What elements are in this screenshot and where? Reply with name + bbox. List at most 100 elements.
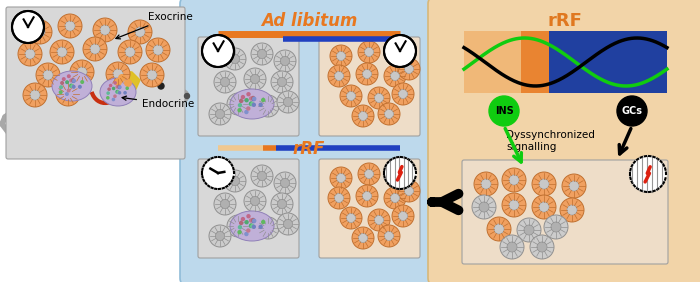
Circle shape [214, 71, 236, 93]
Circle shape [509, 175, 519, 185]
Circle shape [271, 193, 293, 215]
Circle shape [125, 47, 135, 57]
Circle shape [244, 220, 248, 224]
Polygon shape [110, 70, 140, 92]
Circle shape [337, 173, 346, 183]
Circle shape [123, 91, 127, 94]
Circle shape [363, 191, 372, 201]
Circle shape [230, 176, 239, 186]
Circle shape [340, 207, 362, 229]
Circle shape [244, 110, 248, 114]
Circle shape [252, 219, 256, 223]
Circle shape [277, 213, 299, 235]
Circle shape [244, 232, 248, 236]
Circle shape [118, 86, 121, 89]
Circle shape [100, 25, 110, 35]
Circle shape [374, 93, 384, 103]
Circle shape [249, 223, 253, 228]
Circle shape [384, 35, 416, 67]
Text: Dyssynchronized
signalling: Dyssynchronized signalling [506, 130, 595, 152]
Circle shape [237, 230, 241, 234]
Circle shape [59, 85, 63, 89]
Circle shape [487, 217, 511, 241]
Circle shape [365, 47, 374, 57]
Circle shape [479, 202, 489, 212]
Circle shape [251, 165, 273, 187]
Circle shape [113, 69, 123, 79]
Circle shape [108, 84, 113, 87]
FancyBboxPatch shape [198, 37, 299, 136]
Circle shape [481, 179, 491, 189]
Circle shape [274, 50, 296, 72]
Circle shape [365, 169, 374, 179]
Circle shape [398, 58, 420, 80]
Ellipse shape [230, 211, 274, 241]
Circle shape [227, 215, 249, 237]
Circle shape [36, 63, 60, 87]
Circle shape [261, 98, 265, 102]
Circle shape [118, 85, 122, 89]
Circle shape [263, 102, 272, 111]
Circle shape [250, 224, 255, 228]
Circle shape [284, 219, 293, 229]
Circle shape [398, 180, 420, 202]
Circle shape [368, 209, 390, 231]
Circle shape [358, 41, 380, 63]
Circle shape [257, 217, 279, 239]
Ellipse shape [230, 89, 274, 119]
Circle shape [106, 62, 130, 86]
FancyBboxPatch shape [319, 37, 420, 136]
Circle shape [386, 45, 408, 67]
Circle shape [216, 109, 225, 119]
FancyBboxPatch shape [198, 159, 299, 258]
Circle shape [116, 90, 119, 94]
Circle shape [284, 97, 293, 107]
Circle shape [113, 59, 183, 129]
Circle shape [251, 219, 256, 223]
Circle shape [630, 156, 666, 192]
Circle shape [63, 89, 73, 99]
Ellipse shape [100, 78, 136, 106]
Circle shape [346, 213, 356, 222]
Circle shape [227, 93, 249, 115]
Circle shape [261, 220, 265, 224]
Circle shape [125, 87, 129, 90]
Circle shape [530, 235, 554, 259]
Circle shape [72, 79, 76, 83]
Circle shape [502, 193, 526, 217]
Bar [464, 31, 550, 93]
Circle shape [43, 70, 53, 80]
Circle shape [539, 202, 549, 212]
Circle shape [69, 83, 73, 87]
Text: INS: INS [495, 106, 513, 116]
Circle shape [113, 81, 117, 85]
Circle shape [567, 205, 577, 215]
Circle shape [335, 71, 344, 81]
Circle shape [352, 105, 374, 127]
Circle shape [489, 96, 519, 126]
Circle shape [90, 44, 100, 54]
Circle shape [107, 87, 111, 91]
Circle shape [124, 79, 132, 87]
Circle shape [532, 195, 556, 219]
Circle shape [30, 90, 40, 100]
Circle shape [340, 85, 362, 107]
Circle shape [202, 157, 234, 189]
Circle shape [251, 97, 256, 101]
Circle shape [71, 79, 76, 83]
Circle shape [28, 20, 52, 44]
Bar [550, 31, 667, 93]
Circle shape [517, 218, 541, 242]
Circle shape [384, 157, 416, 189]
Circle shape [78, 85, 82, 89]
Circle shape [83, 37, 107, 61]
Circle shape [111, 98, 116, 101]
Ellipse shape [12, 57, 152, 137]
Circle shape [65, 21, 75, 31]
Circle shape [80, 80, 84, 84]
Circle shape [277, 199, 286, 209]
Circle shape [374, 215, 384, 225]
Circle shape [384, 187, 406, 209]
Circle shape [560, 198, 584, 222]
Circle shape [185, 94, 190, 98]
